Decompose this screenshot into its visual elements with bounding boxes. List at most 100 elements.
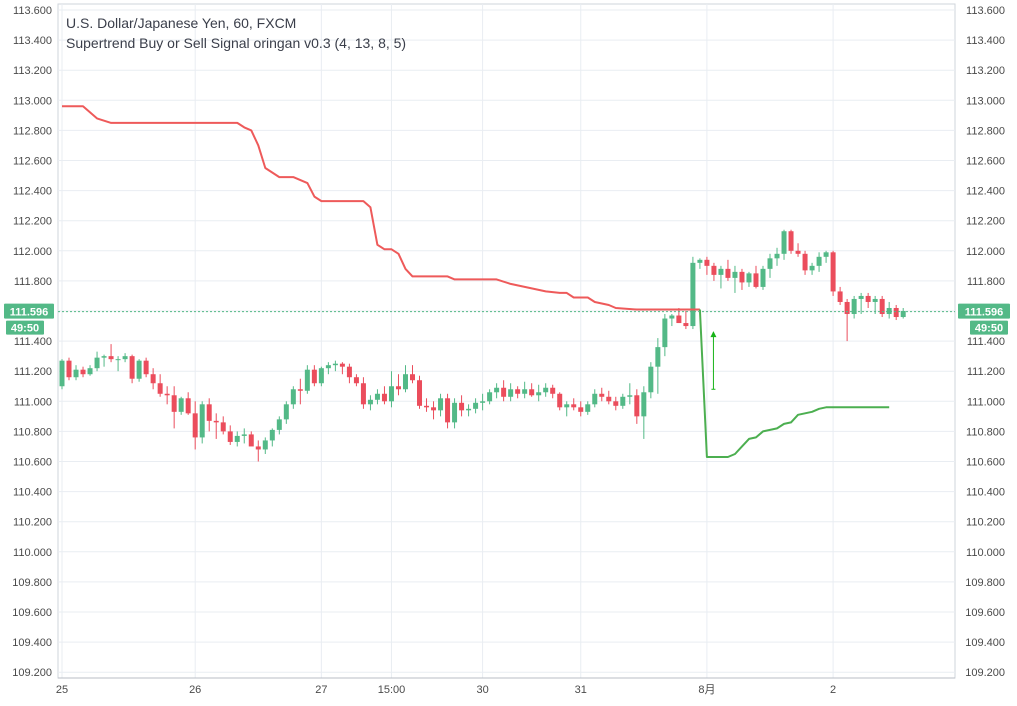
symbol-title: U.S. Dollar/Japanese Yen, 60, FXCM xyxy=(66,15,297,31)
candle-body xyxy=(788,231,794,251)
y-tick-label-right: 109.200 xyxy=(965,667,1005,679)
candle-body xyxy=(592,393,598,405)
candle-body xyxy=(431,407,437,411)
candle-body xyxy=(599,393,605,397)
x-tick-label: 31 xyxy=(575,684,587,696)
candle-body xyxy=(473,402,479,409)
candle-body xyxy=(353,377,359,384)
candle-body xyxy=(704,259,710,266)
y-tick-label-left: 113.000 xyxy=(13,95,52,107)
candle-body xyxy=(459,402,465,411)
candle-body xyxy=(634,395,640,417)
candle-body xyxy=(122,356,128,360)
candle-body xyxy=(129,356,135,379)
candle-body xyxy=(185,398,191,414)
candle-body xyxy=(879,298,885,315)
y-tick-label-right: 111.400 xyxy=(967,336,1005,348)
candle-body xyxy=(410,374,415,381)
supertrend-line-uptrend xyxy=(698,309,890,458)
y-tick-label-left: 110.600 xyxy=(13,457,52,469)
candle-body xyxy=(206,404,212,421)
candle-body xyxy=(80,369,86,375)
candle-body xyxy=(311,369,317,384)
y-tick-label-left: 111.800 xyxy=(14,276,52,288)
y-tick-label-left: 112.600 xyxy=(13,156,52,168)
x-tick-label: 8月 xyxy=(698,684,715,696)
candle-body xyxy=(648,366,654,393)
candle-body xyxy=(585,404,591,412)
x-tick-label: 15:00 xyxy=(378,684,406,696)
candle-body xyxy=(858,295,864,299)
candle-body xyxy=(613,401,619,406)
y-tick-label-right: 113.000 xyxy=(966,95,1005,107)
y-tick-label-left: 112.200 xyxy=(13,216,52,228)
candle-body xyxy=(501,387,507,397)
candle-body xyxy=(802,253,808,271)
candle-body xyxy=(234,435,240,442)
candle-body xyxy=(816,256,822,266)
candle-body xyxy=(515,389,521,394)
candle-body xyxy=(192,413,198,438)
candle-body xyxy=(760,268,766,287)
candle-body xyxy=(494,387,500,393)
indicator-title: Supertrend Buy or Sell Signal oringan v0… xyxy=(66,35,407,51)
candle-body xyxy=(487,392,493,402)
candle-body xyxy=(346,366,352,378)
x-tick-label: 25 xyxy=(56,684,68,696)
candle-body xyxy=(108,356,114,360)
countdown-badge-right xyxy=(970,320,1008,335)
candle-body xyxy=(304,369,310,391)
y-tick-label-left: 110.200 xyxy=(13,517,52,529)
candle-body xyxy=(339,363,345,367)
candle-body xyxy=(171,395,177,412)
candle-body xyxy=(620,396,626,406)
candle-body xyxy=(718,268,724,275)
candle-body xyxy=(87,368,93,375)
y-tick-label-right: 111.000 xyxy=(967,396,1005,408)
candle-body xyxy=(283,404,289,420)
candle-body xyxy=(424,405,430,408)
x-tick-label: 26 xyxy=(189,684,201,696)
y-tick-label-left: 110.000 xyxy=(13,547,52,559)
candle-body xyxy=(529,389,535,396)
y-tick-label-left: 109.200 xyxy=(12,667,52,679)
y-tick-label-left: 109.800 xyxy=(12,577,52,589)
candle-body xyxy=(851,298,857,315)
candle-body xyxy=(725,268,731,278)
candle-body xyxy=(262,440,268,450)
candle-body xyxy=(417,380,423,406)
candle-body xyxy=(150,374,156,384)
candle-body xyxy=(823,252,829,257)
candle-body xyxy=(276,419,282,430)
y-tick-label-right: 113.200 xyxy=(966,65,1005,77)
candle-body xyxy=(641,392,647,417)
candle-body xyxy=(367,399,373,405)
y-tick-label-right: 109.400 xyxy=(965,637,1005,649)
y-tick-label-right: 109.600 xyxy=(965,607,1005,619)
y-tick-label-right: 110.800 xyxy=(966,426,1005,438)
candle-body xyxy=(627,395,633,397)
candle-body xyxy=(690,262,696,327)
y-tick-label-right: 110.600 xyxy=(966,457,1005,469)
y-tick-label-right: 112.200 xyxy=(966,216,1005,228)
candle-body xyxy=(101,356,107,358)
candle-body xyxy=(564,404,570,408)
candle-body xyxy=(550,387,556,394)
chart-legend: U.S. Dollar/Japanese Yen, 60, FXCM Super… xyxy=(66,13,406,53)
candle-body xyxy=(290,389,296,405)
y-tick-label-right: 111.800 xyxy=(967,276,1005,288)
y-tick-label-right: 112.000 xyxy=(966,246,1005,258)
candle-body xyxy=(893,307,899,318)
candle-body xyxy=(886,307,892,315)
y-tick-label-right: 112.400 xyxy=(966,186,1005,198)
candle-body xyxy=(395,386,401,390)
candle-body xyxy=(711,265,717,275)
candle-body xyxy=(178,398,184,412)
candle-body xyxy=(136,360,142,379)
y-tick-label-left: 113.400 xyxy=(13,35,52,47)
candle-body xyxy=(445,398,451,423)
candle-body xyxy=(438,398,444,411)
y-tick-label-right: 110.400 xyxy=(966,487,1005,499)
candle-body xyxy=(732,271,738,278)
